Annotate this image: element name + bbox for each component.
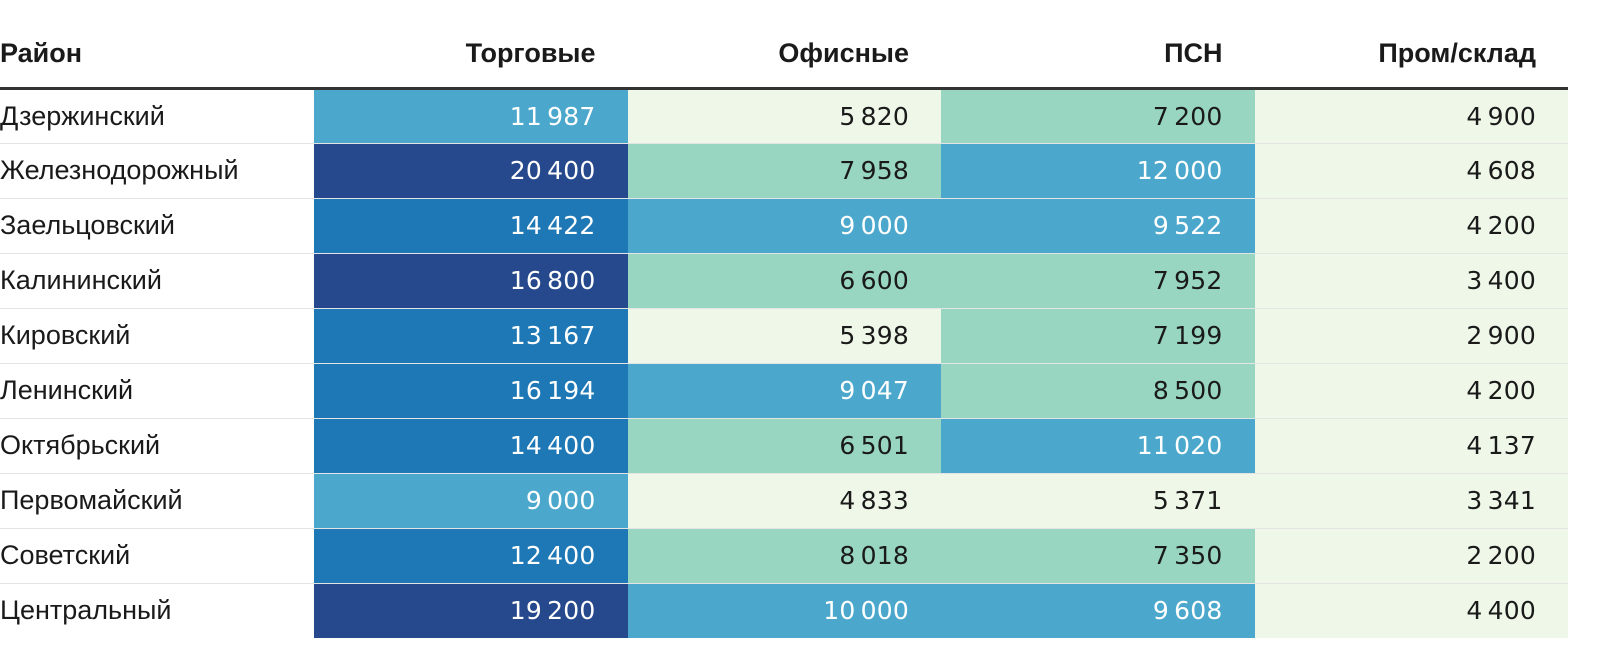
table-row: Первомайский 9 000 4 833 5 371 3 341 (0, 473, 1568, 529)
value-cell-retail: 14 422 (314, 198, 628, 254)
value-cell-psn: 7 952 (941, 253, 1255, 309)
value-cell-office: 6 600 (627, 253, 941, 309)
district-name-cell: Железнодорожный (0, 143, 314, 199)
value-cell-retail: 20 400 (314, 143, 628, 199)
header-row: Район Торговые Офисные ПСН Пром/склад (0, 0, 1568, 90)
value-cell-retail: 11 987 (314, 88, 628, 144)
column-header-office: Офисные (627, 0, 941, 90)
value-cell-industrial-warehouse: 2 200 (1254, 528, 1568, 584)
table-row: Октябрьский 14 400 6 501 11 020 4 137 (0, 418, 1568, 474)
table-row: Ленинский 16 194 9 047 8 500 4 200 (0, 363, 1568, 419)
column-header-district: Район (0, 0, 314, 90)
value-cell-retail: 9 000 (314, 473, 628, 529)
value-cell-psn: 8 500 (941, 363, 1255, 419)
table-row: Советский 12 400 8 018 7 350 2 200 (0, 528, 1568, 584)
district-name-cell: Калининский (0, 253, 314, 309)
district-name-cell: Центральный (0, 583, 314, 638)
column-header-psn: ПСН (941, 0, 1255, 90)
district-name-cell: Октябрьский (0, 418, 314, 474)
table-row: Железнодорожный 20 400 7 958 12 000 4 608 (0, 143, 1568, 199)
column-header-industrial-warehouse: Пром/склад (1254, 0, 1568, 90)
heatmap-table-container: Район Торговые Офисные ПСН Пром/склад Дз… (0, 0, 1568, 638)
value-cell-office: 8 018 (627, 528, 941, 584)
value-cell-office: 6 501 (627, 418, 941, 474)
table-body: Дзержинский 11 987 5 820 7 200 4 900 Железнод… (0, 88, 1568, 638)
value-cell-psn: 9 522 (941, 198, 1255, 254)
value-cell-office: 10 000 (627, 583, 941, 638)
district-name-cell: Ленинский (0, 363, 314, 419)
value-cell-industrial-warehouse: 4 608 (1254, 143, 1568, 199)
value-cell-retail: 16 800 (314, 253, 628, 309)
value-cell-psn: 7 200 (941, 88, 1255, 144)
district-name-cell: Советский (0, 528, 314, 584)
value-cell-office: 5 820 (627, 88, 941, 144)
district-name-cell: Кировский (0, 308, 314, 364)
district-name-cell: Заельцовский (0, 198, 314, 254)
table-row: Заельцовский 14 422 9 000 9 522 4 200 (0, 198, 1568, 254)
value-cell-industrial-warehouse: 4 400 (1254, 583, 1568, 638)
value-cell-psn: 5 371 (941, 473, 1255, 529)
column-header-retail: Торговые (314, 0, 628, 90)
value-cell-office: 5 398 (627, 308, 941, 364)
value-cell-psn: 7 350 (941, 528, 1255, 584)
value-cell-industrial-warehouse: 4 200 (1254, 198, 1568, 254)
heatmap-table: Район Торговые Офисные ПСН Пром/склад Дз… (0, 0, 1568, 638)
value-cell-retail: 19 200 (314, 583, 628, 638)
table-row: Дзержинский 11 987 5 820 7 200 4 900 (0, 88, 1568, 144)
value-cell-retail: 14 400 (314, 418, 628, 474)
value-cell-industrial-warehouse: 4 200 (1254, 363, 1568, 419)
value-cell-retail: 16 194 (314, 363, 628, 419)
value-cell-industrial-warehouse: 4 900 (1254, 88, 1568, 144)
value-cell-industrial-warehouse: 4 137 (1254, 418, 1568, 474)
value-cell-office: 9 047 (627, 363, 941, 419)
district-name-cell: Первомайский (0, 473, 314, 529)
value-cell-office: 7 958 (627, 143, 941, 199)
value-cell-retail: 12 400 (314, 528, 628, 584)
value-cell-office: 4 833 (627, 473, 941, 529)
table-row: Центральный 19 200 10 000 9 608 4 400 (0, 583, 1568, 638)
value-cell-psn: 12 000 (941, 143, 1255, 199)
district-name-cell: Дзержинский (0, 88, 314, 144)
value-cell-industrial-warehouse: 2 900 (1254, 308, 1568, 364)
value-cell-psn: 9 608 (941, 583, 1255, 638)
value-cell-office: 9 000 (627, 198, 941, 254)
value-cell-industrial-warehouse: 3 400 (1254, 253, 1568, 309)
table-row: Кировский 13 167 5 398 7 199 2 900 (0, 308, 1568, 364)
value-cell-retail: 13 167 (314, 308, 628, 364)
table-row: Калининский 16 800 6 600 7 952 3 400 (0, 253, 1568, 309)
value-cell-psn: 11 020 (941, 418, 1255, 474)
value-cell-industrial-warehouse: 3 341 (1254, 473, 1568, 529)
value-cell-psn: 7 199 (941, 308, 1255, 364)
